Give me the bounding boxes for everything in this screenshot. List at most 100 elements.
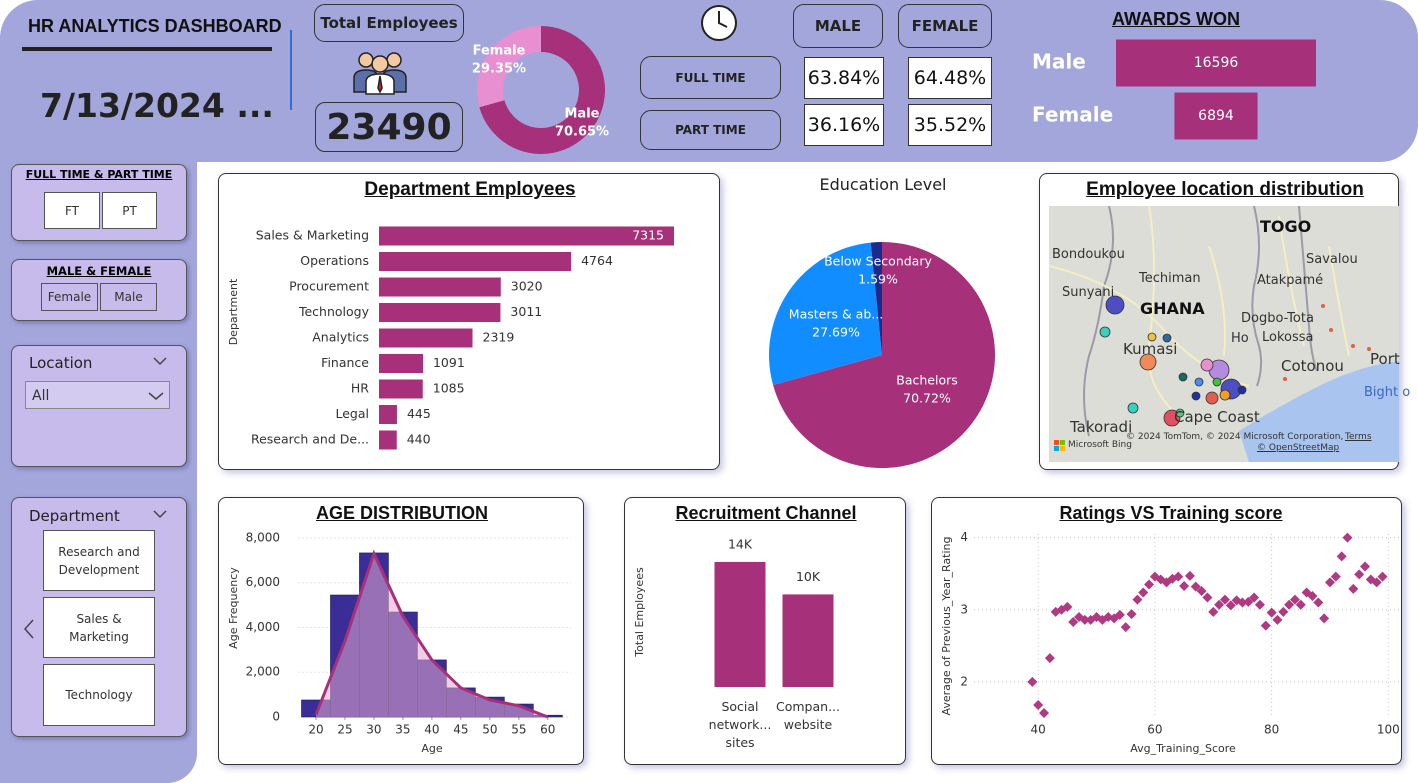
point: [1278, 606, 1289, 617]
point: [1039, 707, 1050, 718]
pie-slice: [769, 242, 882, 386]
slicer-option[interactable]: PT: [102, 192, 157, 229]
category-label: Technology: [298, 304, 370, 319]
map-label: Takoradi: [1070, 418, 1133, 436]
slice-label: Male: [565, 107, 600, 122]
x-tick-label: 25: [337, 723, 352, 737]
point: [1214, 599, 1225, 610]
map-label: Port: [1370, 350, 1400, 368]
kpi-value: 23490: [315, 102, 463, 152]
x-tick-label: 55: [511, 723, 526, 737]
kpi-label: Total Employees: [314, 4, 464, 42]
chart-title: Department Employees: [364, 179, 576, 200]
point: [1190, 581, 1201, 592]
slicer-option[interactable]: Technology: [43, 664, 155, 726]
chevron: [148, 392, 164, 400]
point: [1272, 614, 1283, 625]
value-label: 1.59%: [858, 272, 898, 287]
value-label: 2319: [483, 330, 515, 345]
bar: [1174, 92, 1258, 140]
slicer-title: Department: [29, 507, 120, 525]
chart-title: AGE DISTRIBUTION: [315, 503, 489, 523]
dropdown-value: All: [32, 388, 50, 404]
x-tick-label: 100: [1377, 723, 1400, 737]
slicer-option[interactable]: Sales & Marketing: [43, 597, 155, 658]
chart-title: Recruitment Channel: [675, 503, 857, 523]
value-label: 440: [407, 432, 431, 447]
x-tick-label: 60: [1147, 723, 1162, 737]
x-axis-label: Avg_Training_Score: [1130, 742, 1236, 755]
point: [1260, 620, 1271, 631]
point: [1319, 613, 1330, 624]
map-label: Techiman: [1139, 271, 1201, 286]
x-axis-label: Age: [421, 742, 443, 755]
bar: [379, 226, 674, 246]
bar: [379, 405, 397, 424]
bar: [379, 277, 501, 297]
point: [1249, 592, 1260, 603]
x-tick-label: 40: [424, 723, 439, 737]
point: [1307, 591, 1318, 602]
table-column: FEMALE: [898, 4, 992, 48]
point: [1377, 571, 1388, 582]
slice-label: Masters & ab...: [789, 307, 883, 322]
category-label: Legal: [335, 406, 369, 421]
map-terms[interactable]: Terms: [1345, 432, 1372, 442]
slicer-option[interactable]: Female: [41, 283, 98, 311]
map-label: Atakpamé: [1257, 273, 1324, 288]
point: [1144, 579, 1155, 590]
bar: [379, 379, 423, 399]
slice-label: Female: [473, 44, 526, 59]
category-label: Male: [1032, 50, 1086, 74]
point: [1114, 609, 1125, 620]
bar: [379, 430, 397, 450]
value-label: 1091: [433, 355, 465, 370]
slicer-title: FULL TIME & PART TIME: [25, 168, 173, 181]
dashboard-title: HR ANALYTICS DASHBOARD: [28, 16, 282, 36]
chevron[interactable]: [153, 356, 167, 366]
slicer-option[interactable]: Research and Development: [43, 530, 155, 591]
map-label: Kumasi: [1123, 340, 1178, 358]
category-label: Operations: [300, 253, 369, 268]
bar: [714, 562, 766, 687]
bar: [379, 303, 501, 322]
slicer-title: MALE & FEMALE: [46, 264, 152, 278]
y-tick-label: 0: [272, 710, 280, 724]
dropdown[interactable]: [25, 381, 170, 409]
table-cell: 64.48%: [908, 57, 992, 99]
slicer-option[interactable]: Male: [100, 283, 157, 311]
point: [1324, 577, 1335, 588]
bar: [1116, 39, 1316, 87]
point: [1179, 580, 1190, 591]
point: [1330, 571, 1341, 582]
chevron[interactable]: [153, 509, 167, 519]
slice-label: Below Secondary: [824, 254, 932, 269]
scroll-left[interactable]: [22, 618, 36, 640]
table-row-label: PART TIME: [640, 110, 781, 150]
category-label: Research and De...: [251, 432, 369, 447]
point: [1062, 601, 1073, 612]
point: [1359, 561, 1370, 572]
divider: [290, 30, 292, 110]
x-tick-label: 20: [308, 723, 323, 737]
point: [1120, 622, 1131, 633]
x-tick-label: 60: [540, 723, 555, 737]
map-osm[interactable]: © OpenStreetMap: [1257, 443, 1340, 453]
x-tick-label: 45: [453, 723, 468, 737]
y-axis-label: Age Frequency: [227, 567, 240, 649]
point: [1044, 653, 1055, 664]
point: [1173, 571, 1184, 582]
point: [1348, 583, 1359, 594]
y-tick-label: 4: [960, 530, 968, 544]
x-tick-label: 35: [395, 723, 410, 737]
clock-icon: [701, 5, 737, 41]
value-label: 445: [407, 406, 431, 421]
y-tick-label: 8,000: [246, 530, 280, 544]
y-tick-label: 2,000: [246, 665, 280, 679]
chart-title: Education Level: [819, 175, 947, 194]
slicer-card: [11, 259, 187, 321]
map[interactable]: [1049, 206, 1399, 462]
map-label: Cape Coast: [1174, 408, 1260, 426]
slicer-option[interactable]: FT: [44, 192, 100, 229]
bar: [379, 252, 572, 271]
